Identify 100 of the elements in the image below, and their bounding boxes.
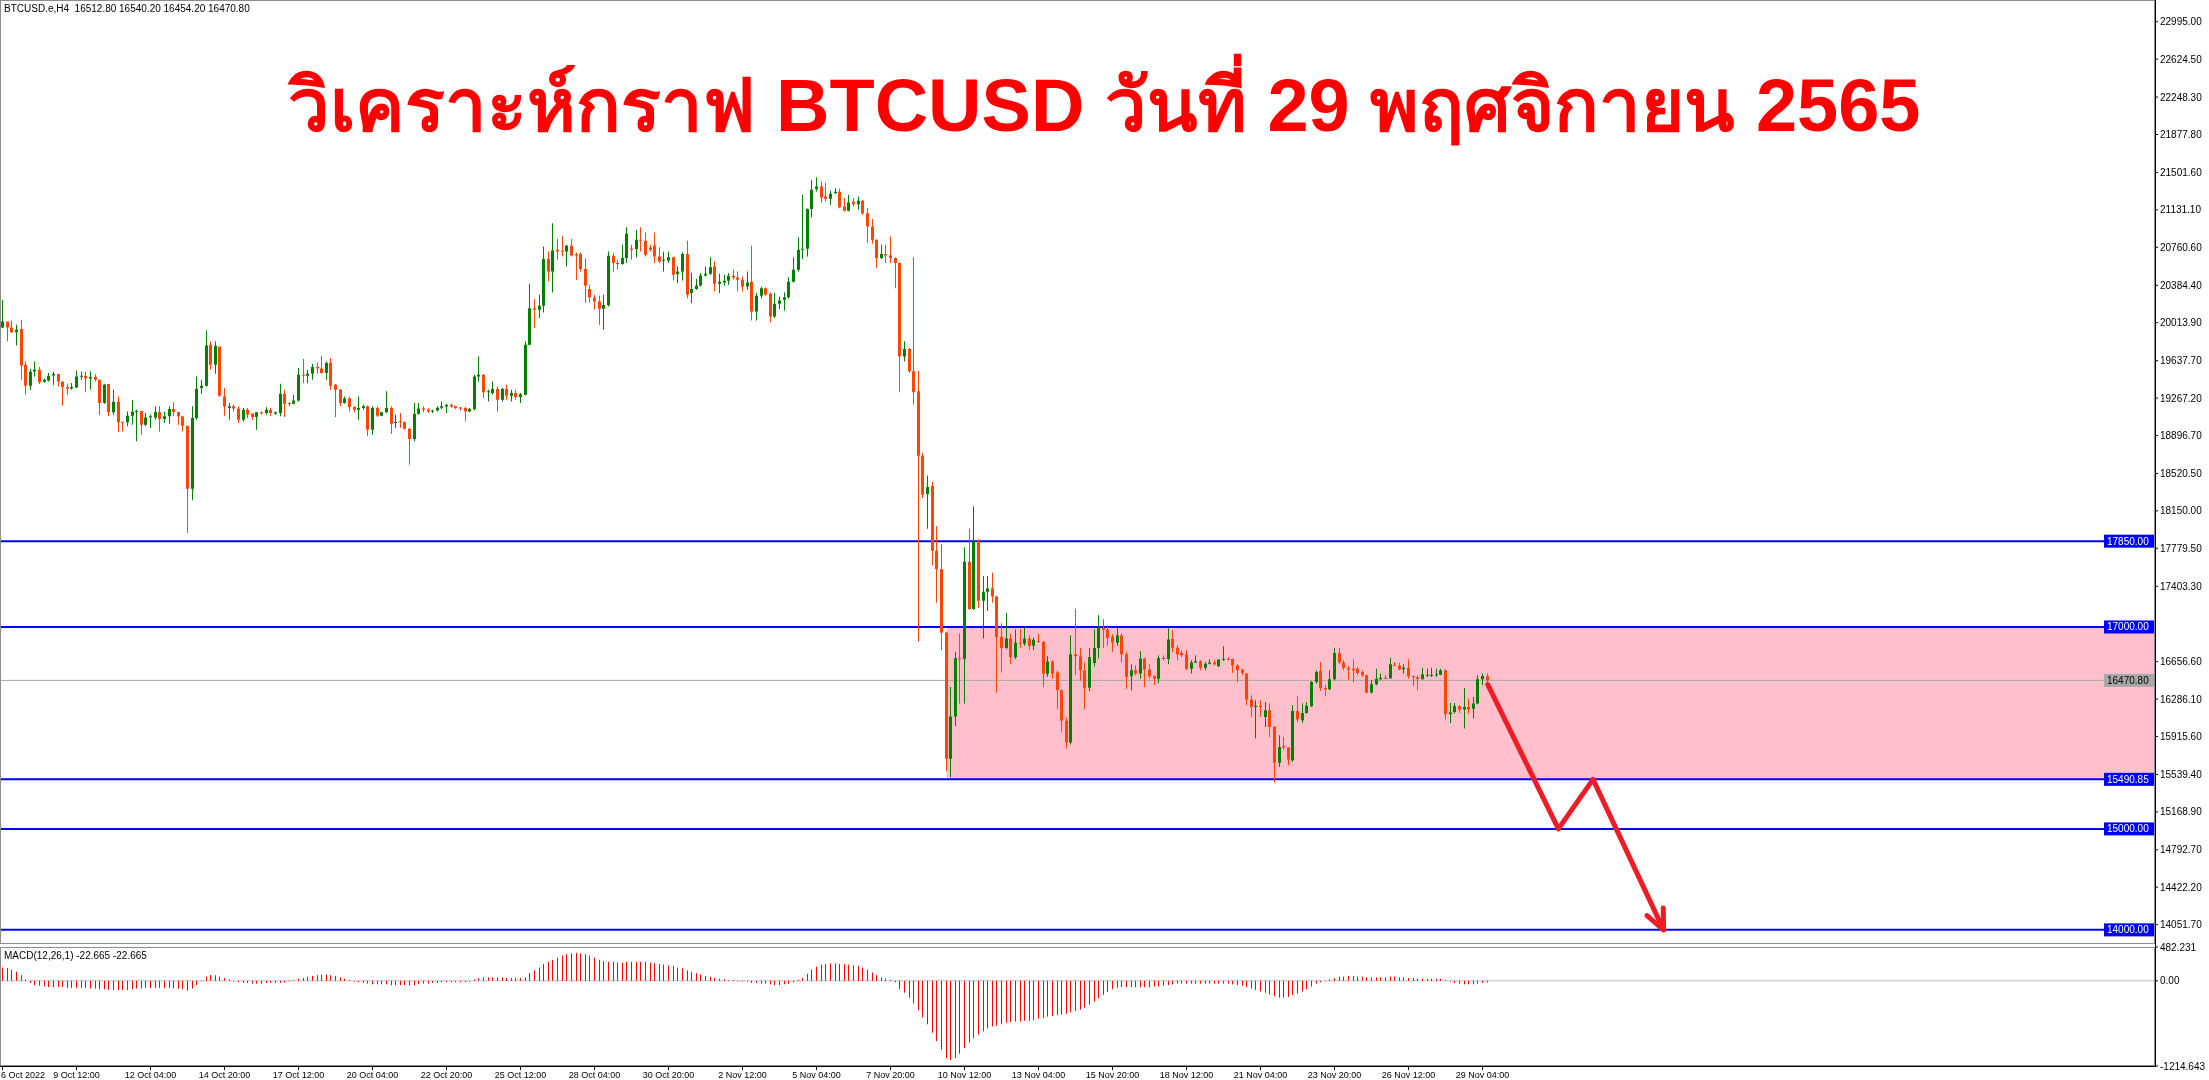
ref-line-label: 17000.00 [2107,621,2150,633]
x-tick-label: 15 Nov 20:00 [1085,1070,1140,1080]
candlestick [43,378,46,383]
candlestick [533,299,536,329]
ref-line-label: 15490.85 [2107,773,2150,785]
candlestick [630,244,633,260]
x-tick-label: 22 Oct 20:00 [420,1070,473,1080]
candlestick [1102,619,1105,648]
candlestick [163,411,166,424]
x-tick-label: 21 Nov 04:00 [1233,1070,1288,1080]
candlestick [662,251,665,272]
x-tick-label: 2 Nov 12:00 [718,1070,767,1080]
y-tick-label: 16656.60 [2160,656,2203,668]
ref-line-label: 16470.80 [2107,674,2150,686]
candlestick [1254,700,1257,739]
candlestick [1416,675,1419,691]
y-tick-label: 20760.60 [2160,241,2203,253]
ref-line-label: 15000.00 [2107,823,2150,835]
candlestick [958,633,961,704]
candlestick [1134,665,1137,676]
candlestick [316,362,319,374]
candlestick [399,413,402,429]
y-tick-label: 16286.10 [2160,693,2203,705]
text: วิเคราะห์กราฟ BTCUSD วันที่ 29 พฤศจิกายน 2565 [287,53,1921,147]
x-tick-label: 12 Oct 04:00 [124,1070,177,1080]
y-tick-label: 22995.00 [2160,16,2203,28]
candlestick [1074,608,1077,675]
candlestick [334,383,337,418]
candlestick [815,177,818,192]
candlestick [1467,698,1470,714]
x-tick-label: 13 Nov 04:00 [1011,1070,1066,1080]
y-tick-label: 21877.80 [2160,129,2203,140]
ref-line-label: 14000.00 [2107,924,2150,936]
annotation: BTCUSD.e,H4 16512.80 16540.20 16454.20 16470.80 [4,3,251,14]
x-tick-label: 20 Oct 04:00 [346,1070,399,1080]
x-tick-label: 26 Nov 12:00 [1381,1070,1436,1080]
candlestick [824,182,827,202]
candlestick [135,409,138,442]
x-tick-label: 10 Nov 12:00 [937,1070,992,1080]
candlestick [1259,700,1262,717]
y-tick-label: 20384.40 [2160,279,2203,291]
candlestick [1153,675,1156,686]
candlestick [889,236,892,264]
candlestick [362,404,365,410]
candlestick [561,235,564,257]
y-tick-label: 21131.10 [2160,204,2202,216]
candlestick [783,292,786,311]
x-tick-label: 18 Nov 12:00 [1159,1070,1214,1080]
candlestick [926,475,929,529]
candlestick [440,401,443,409]
x-tick-label: 25 Oct 12:00 [494,1070,547,1080]
y-tick-label: 15915.60 [2160,730,2203,742]
y-tick-label: 17403.30 [2160,580,2203,592]
y-tick-label: 18150.00 [2160,505,2203,517]
candlestick [736,271,739,292]
candlestick [801,194,804,260]
y-tick-label: 19637.70 [2160,355,2203,367]
candlestick [690,273,693,304]
candlestick [602,294,605,330]
y-tick-label: 15168.90 [2160,806,2203,818]
candlestick [477,356,480,382]
y-tick-label: 482.231 [2160,941,2197,953]
candlestick [260,411,263,415]
y-tick-label: 18520.50 [2160,467,2203,479]
chart-title: MACD(12,26,1) -22.665 -22.665 [4,950,148,961]
y-tick-label: 17779.50 [2160,542,2203,554]
y-tick-label: 21501.60 [2160,166,2203,178]
candlestick [778,296,781,310]
candlestick [575,252,578,280]
candlestick [1037,633,1040,643]
candlestick [718,273,721,294]
y-tick-label: 14422.20 [2160,881,2203,893]
candlestick [1347,666,1350,680]
candlestick [884,244,887,264]
candlestick [1426,668,1429,677]
candlestick [1019,629,1022,648]
candlestick [274,411,277,415]
x-tick-label: 14 Oct 20:00 [198,1070,251,1080]
candlestick [676,266,679,284]
y-tick-label: 20013.90 [2160,317,2203,329]
y-tick-label: 19267.20 [2160,392,2203,404]
candlestick [80,371,83,380]
candlestick [302,359,305,384]
y-tick-label: 15539.40 [2160,768,2203,780]
y-tick-label: 22248.30 [2160,91,2203,103]
y-tick-label: -1214.643 [2160,1060,2206,1072]
candlestick [746,271,749,290]
y-tick-label: 0.00 [2160,975,2180,987]
x-tick-label: 17 Oct 12:00 [272,1070,325,1080]
y-tick-label: 22624.50 [2160,53,2203,65]
candlestick [228,403,231,420]
y-tick-label: 18896.70 [2160,429,2203,441]
x-tick-label: 6 Oct 2022 [1,1070,46,1080]
x-tick-label: 9 Oct 12:00 [53,1070,100,1080]
x-tick-label: 30 Oct 20:00 [642,1070,695,1080]
y-tick-label: 14792.70 [2160,844,2203,856]
candlestick [986,576,989,612]
candlestick [639,227,642,252]
x-tick-label: 23 Nov 20:00 [1307,1070,1362,1080]
candlestick [61,381,64,406]
